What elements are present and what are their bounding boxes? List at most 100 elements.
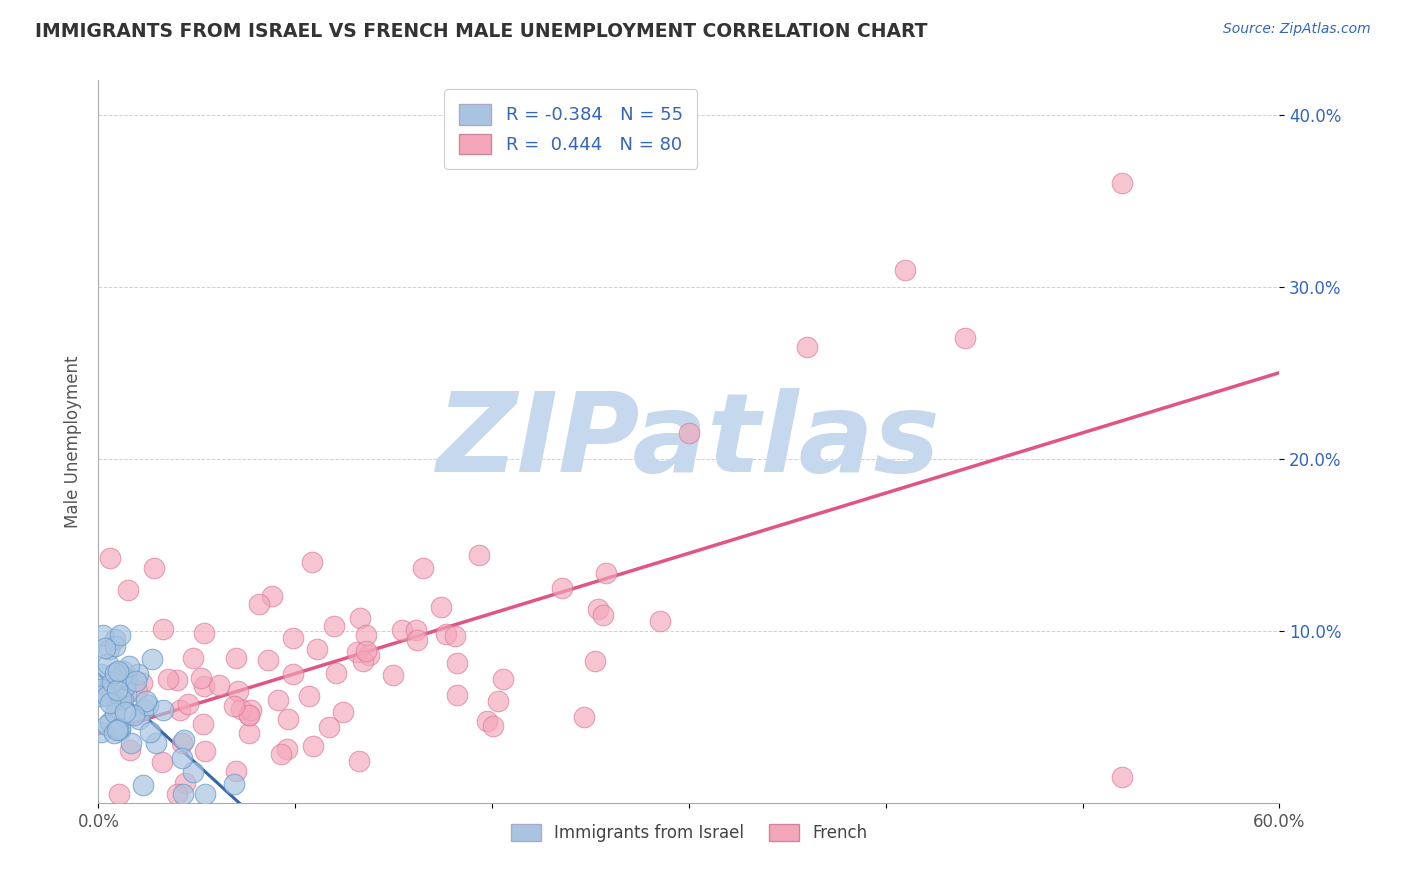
Point — [446, 688, 468, 702]
Point — [104, 632, 127, 646]
Point — [181, 651, 204, 665]
Point — [114, 679, 136, 693]
Point — [108, 627, 131, 641]
Point — [678, 425, 700, 440]
Point — [352, 654, 374, 668]
Point — [1111, 770, 1133, 784]
Point — [150, 755, 173, 769]
Point — [98, 696, 121, 710]
Point — [108, 681, 131, 695]
Point — [90, 667, 112, 681]
Point — [224, 699, 246, 714]
Point — [166, 787, 188, 801]
Point — [193, 679, 215, 693]
Point — [595, 566, 617, 581]
Point — [115, 672, 138, 686]
Point — [238, 707, 260, 722]
Point — [103, 725, 125, 739]
Point — [194, 744, 217, 758]
Point — [132, 701, 155, 715]
Point — [170, 736, 193, 750]
Point — [136, 698, 159, 713]
Point — [96, 718, 118, 732]
Point — [194, 787, 217, 801]
Point — [108, 722, 131, 736]
Point — [169, 702, 191, 716]
Point — [446, 657, 468, 671]
Point — [127, 667, 149, 681]
Point — [481, 719, 503, 733]
Point — [193, 626, 215, 640]
Point — [238, 707, 260, 722]
Point — [110, 669, 132, 683]
Point — [277, 712, 299, 726]
Point — [125, 673, 148, 688]
Point — [90, 725, 112, 739]
Point — [444, 629, 467, 643]
Point — [96, 690, 118, 704]
Point — [111, 692, 134, 706]
Point — [429, 599, 451, 614]
Point — [356, 627, 378, 641]
Point — [142, 560, 165, 574]
Point — [108, 723, 131, 737]
Point — [166, 673, 188, 688]
Point — [648, 615, 671, 629]
Point — [141, 652, 163, 666]
Point — [229, 702, 252, 716]
Point — [89, 689, 111, 703]
Point — [239, 702, 262, 716]
Point — [104, 639, 127, 653]
Point — [105, 683, 128, 698]
Point — [551, 581, 574, 595]
Point — [492, 672, 515, 686]
Point — [412, 561, 434, 575]
Point — [307, 642, 329, 657]
Point — [208, 678, 231, 692]
Point — [125, 684, 148, 698]
Point — [172, 751, 194, 765]
Point — [477, 714, 499, 728]
Point — [90, 682, 112, 697]
Point — [100, 675, 122, 690]
Point — [486, 693, 509, 707]
Point — [110, 691, 132, 706]
Point — [105, 698, 128, 712]
Point — [894, 262, 917, 277]
Point — [117, 658, 139, 673]
Point — [247, 597, 270, 611]
Point — [382, 668, 405, 682]
Point — [325, 665, 347, 680]
Point — [135, 694, 157, 708]
Point — [953, 331, 976, 345]
Point — [586, 601, 609, 615]
Point — [434, 626, 457, 640]
Point — [111, 669, 134, 683]
Point — [128, 712, 150, 726]
Point — [225, 764, 247, 778]
Point — [152, 622, 174, 636]
Point — [173, 732, 195, 747]
Point — [276, 742, 298, 756]
Point — [238, 726, 260, 740]
Point — [190, 671, 212, 685]
Point — [592, 607, 614, 622]
Point — [349, 611, 371, 625]
Point — [572, 710, 595, 724]
Point — [225, 651, 247, 665]
Point — [302, 739, 325, 753]
Point — [270, 747, 292, 761]
Point — [796, 340, 818, 354]
Point — [359, 648, 381, 662]
Point — [132, 778, 155, 792]
Point — [297, 689, 319, 703]
Legend: Immigrants from Israel, French: Immigrants from Israel, French — [503, 817, 875, 848]
Point — [172, 787, 194, 801]
Point — [122, 707, 145, 722]
Point — [112, 664, 135, 678]
Point — [114, 687, 136, 701]
Point — [181, 764, 204, 779]
Point — [226, 683, 249, 698]
Point — [152, 703, 174, 717]
Point — [173, 776, 195, 790]
